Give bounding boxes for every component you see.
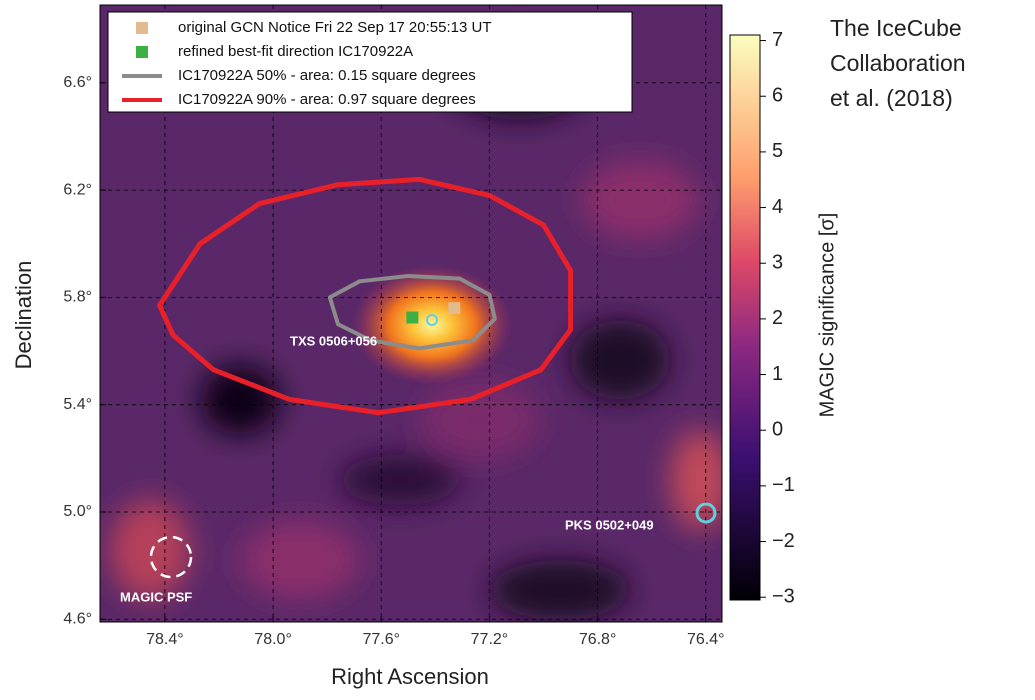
x-tick-label: 78.0° [254, 631, 292, 648]
x-tick-label: 76.4° [687, 631, 725, 648]
credit: The IceCube [830, 15, 962, 41]
legend-label: refined best-fit direction IC170922A [178, 43, 413, 60]
legend-marker [136, 22, 148, 34]
x-tick-label: 78.4° [146, 631, 184, 648]
colorbar [730, 35, 760, 600]
x-tick-label: 76.8° [579, 631, 617, 648]
y-tick-label: 5.0° [63, 503, 92, 520]
colorbar-label: MAGIC significance [σ] [816, 213, 838, 418]
y-tick-label: 6.2° [63, 181, 92, 198]
colorbar-tick-label: 7 [772, 29, 783, 51]
colorbar-tick-label: 3 [772, 252, 783, 274]
colorbar-tick-label: 1 [772, 363, 783, 385]
colorbar-tick-label: 4 [772, 196, 783, 218]
figure: TXS 0506+056 PKS 0502+049 MAGIC PSF orig… [0, 0, 1035, 695]
x-axis-label: Right Ascension [331, 664, 489, 689]
legend-label: original GCN Notice Fri 22 Sep 17 20:55:… [178, 19, 491, 36]
annotation: PKS 0502+049 [565, 517, 654, 532]
y-tick-label: 4.6° [63, 611, 92, 628]
page: TXS 0506+056 PKS 0502+049 MAGIC PSF orig… [0, 0, 1035, 695]
legend-label: IC170922A 90% - area: 0.97 square degree… [178, 91, 476, 108]
credit: Collaboration [830, 50, 966, 76]
y-axis-label: Declination [11, 261, 36, 370]
colorbar-tick-label: 2 [772, 307, 783, 329]
legend-label: IC170922A 50% - area: 0.15 square degree… [178, 67, 476, 84]
colorbar-tick-label: 0 [772, 419, 783, 441]
legend-marker [136, 46, 148, 58]
colorbar-tick-label: −1 [772, 474, 795, 496]
position-marker [448, 302, 460, 314]
colorbar-tick-label: 5 [772, 140, 783, 162]
position-marker [406, 312, 418, 324]
y-tick-label: 5.4° [63, 396, 92, 413]
x-tick-label: 77.6° [362, 631, 400, 648]
colorbar-tick-label: −2 [772, 530, 795, 552]
y-tick-label: 5.8° [63, 289, 92, 306]
annotation: TXS 0506+056 [290, 333, 377, 348]
colorbar-tick-label: 6 [772, 85, 783, 107]
colorbar-tick-label: −3 [772, 585, 795, 607]
annotation: MAGIC PSF [120, 589, 192, 604]
x-tick-label: 77.2° [471, 631, 509, 648]
y-tick-label: 6.6° [63, 74, 92, 91]
credit: et al. (2018) [830, 85, 953, 111]
